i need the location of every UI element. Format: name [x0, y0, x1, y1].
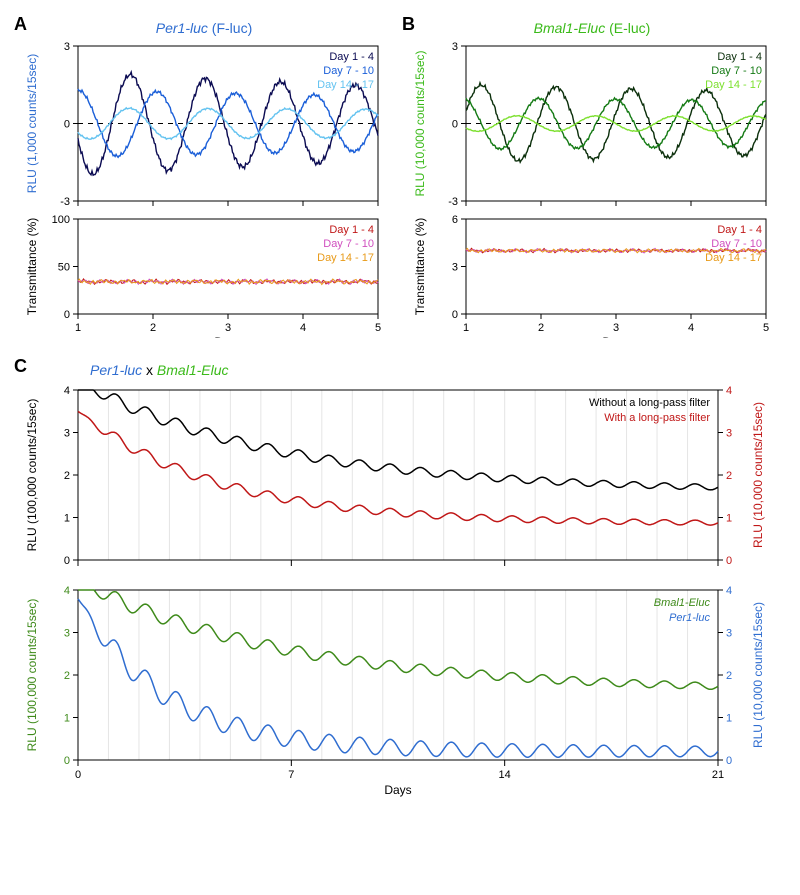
panel-b-title-main: Bmal1-Eluc	[534, 20, 606, 36]
svg-text:Day 7 - 10: Day 7 - 10	[323, 65, 374, 77]
svg-text:4: 4	[726, 585, 732, 597]
svg-text:Day 14 - 17: Day 14 - 17	[317, 79, 374, 91]
svg-text:4: 4	[300, 322, 306, 334]
svg-text:0: 0	[64, 119, 70, 131]
figure: A Per1-luc (F-luc) -303RLU (1,000 counts…	[20, 20, 780, 830]
svg-text:0: 0	[64, 555, 70, 567]
svg-text:Day 1 - 4: Day 1 - 4	[329, 51, 374, 63]
svg-text:RLU (100,000 counts/15sec): RLU (100,000 counts/15sec)	[25, 599, 39, 752]
svg-text:3: 3	[452, 262, 458, 274]
svg-text:Day 7 - 10: Day 7 - 10	[711, 238, 762, 250]
svg-text:0: 0	[64, 755, 70, 767]
svg-text:2: 2	[64, 670, 70, 682]
panel-b-title: Bmal1-Eluc (E-luc)	[408, 20, 776, 36]
svg-text:Days: Days	[602, 335, 629, 338]
svg-text:3: 3	[613, 322, 619, 334]
svg-text:Day 1 - 4: Day 1 - 4	[717, 224, 762, 236]
svg-text:Bmal1-Eluc: Bmal1-Eluc	[654, 597, 711, 609]
svg-text:2: 2	[726, 470, 732, 482]
svg-text:7: 7	[288, 769, 294, 781]
panel-c-letter: C	[14, 356, 27, 377]
svg-text:RLU (100,000 counts/15sec): RLU (100,000 counts/15sec)	[25, 399, 39, 552]
panel-c: C Per1-luc x Bmal1-Eluc 0011223344RLU (1…	[20, 362, 776, 830]
svg-text:0: 0	[75, 769, 81, 781]
svg-text:Transmittance (%): Transmittance (%)	[25, 218, 39, 316]
svg-text:Transmittance (%): Transmittance (%)	[413, 218, 427, 316]
svg-text:1: 1	[75, 322, 81, 334]
svg-text:21: 21	[712, 769, 724, 781]
svg-text:5: 5	[763, 322, 769, 334]
svg-text:Without a long-pass filter: Without a long-pass filter	[589, 397, 710, 409]
svg-text:0: 0	[726, 555, 732, 567]
svg-text:RLU (1,000 counts/15sec): RLU (1,000 counts/15sec)	[25, 54, 39, 193]
svg-text:With a long-pass filter: With a long-pass filter	[604, 412, 710, 424]
svg-text:3: 3	[64, 41, 70, 53]
svg-text:1: 1	[726, 513, 732, 525]
svg-text:4: 4	[688, 322, 694, 334]
svg-text:1: 1	[64, 513, 70, 525]
svg-text:0: 0	[64, 309, 70, 321]
svg-text:3: 3	[225, 322, 231, 334]
panel-b: B Bmal1-Eluc (E-luc) -303RLU (10,000 cou…	[408, 20, 776, 338]
svg-text:RLU (10,000 counts/15sec): RLU (10,000 counts/15sec)	[751, 402, 765, 548]
svg-text:4: 4	[64, 385, 70, 397]
svg-text:Day 14 - 17: Day 14 - 17	[705, 252, 762, 264]
svg-text:2: 2	[150, 322, 156, 334]
svg-text:2: 2	[538, 322, 544, 334]
svg-text:Day 1 - 4: Day 1 - 4	[329, 224, 374, 236]
svg-text:2: 2	[64, 470, 70, 482]
panel-a-title-sub: (F-luc)	[208, 20, 252, 36]
svg-text:2: 2	[726, 670, 732, 682]
panel-a-title-main: Per1-luc	[156, 20, 208, 36]
svg-text:RLU (10,000 counts/15sec): RLU (10,000 counts/15sec)	[751, 602, 765, 748]
svg-text:-3: -3	[60, 196, 70, 208]
svg-text:RLU (10,000 counts/15sec): RLU (10,000 counts/15sec)	[413, 50, 427, 196]
panel-c-svg: 0011223344RLU (100,000 counts/15sec)RLU …	[20, 380, 776, 830]
svg-text:0: 0	[726, 755, 732, 767]
svg-text:1: 1	[463, 322, 469, 334]
panel-a-letter: A	[14, 14, 27, 35]
panel-c-title: Per1-luc x Bmal1-Eluc	[90, 362, 776, 378]
svg-text:3: 3	[64, 628, 70, 640]
svg-text:5: 5	[375, 322, 381, 334]
svg-text:Per1-luc: Per1-luc	[669, 612, 710, 624]
svg-text:50: 50	[58, 262, 70, 274]
panel-a-title: Per1-luc (F-luc)	[20, 20, 388, 36]
svg-text:Day 1 - 4: Day 1 - 4	[717, 51, 762, 63]
svg-text:Day 7 - 10: Day 7 - 10	[323, 238, 374, 250]
svg-text:1: 1	[726, 713, 732, 725]
svg-text:4: 4	[64, 585, 70, 597]
svg-text:3: 3	[726, 428, 732, 440]
panel-a-svg: -3 0 3 RLU (1,000 counts/15sec) Day 1 - 4 Day…	[20, 38, 388, 338]
svg-text:4: 4	[726, 385, 732, 397]
svg-text:14: 14	[499, 769, 511, 781]
svg-text:Day 14 - 17: Day 14 - 17	[705, 79, 762, 91]
panel-b-letter: B	[402, 14, 415, 35]
panel-a: A Per1-luc (F-luc) -303RLU (1,000 counts…	[20, 20, 388, 338]
svg-text:0: 0	[452, 309, 458, 321]
svg-text:Day 7 - 10: Day 7 - 10	[711, 65, 762, 77]
svg-text:0: 0	[452, 119, 458, 131]
svg-text:100: 100	[52, 214, 70, 226]
svg-text:3: 3	[726, 628, 732, 640]
top-row: A Per1-luc (F-luc) -303RLU (1,000 counts…	[20, 20, 780, 338]
panel-b-title-sub: (E-luc)	[605, 20, 650, 36]
panel-b-svg: -3 0 3 RLU (10,000 counts/15sec) Day 1 - 4 Da…	[408, 38, 776, 338]
svg-text:-3: -3	[448, 196, 458, 208]
svg-text:Day 14 - 17: Day 14 - 17	[317, 252, 374, 264]
svg-text:Days: Days	[214, 335, 241, 338]
svg-text:Days: Days	[384, 783, 411, 797]
svg-text:3: 3	[64, 428, 70, 440]
svg-text:1: 1	[64, 713, 70, 725]
svg-text:6: 6	[452, 214, 458, 226]
svg-text:3: 3	[452, 41, 458, 53]
